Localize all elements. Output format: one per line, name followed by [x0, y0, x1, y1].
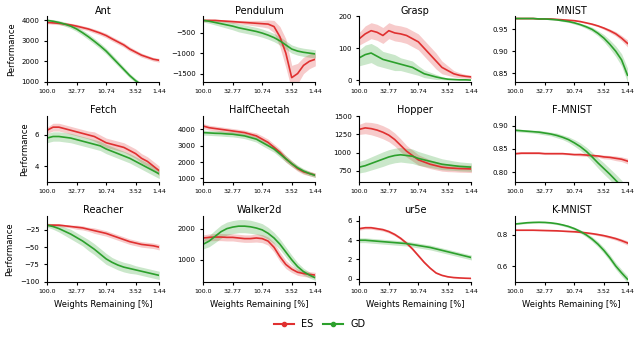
X-axis label: Weights Remaining [%]: Weights Remaining [%] [54, 300, 152, 309]
X-axis label: Weights Remaining [%]: Weights Remaining [%] [210, 300, 308, 309]
Title: ur5e: ur5e [404, 206, 427, 215]
Title: K-MNIST: K-MNIST [552, 206, 591, 215]
X-axis label: Weights Remaining [%]: Weights Remaining [%] [366, 300, 465, 309]
Title: Ant: Ant [95, 5, 111, 16]
Title: F-MNIST: F-MNIST [552, 105, 591, 116]
Title: Reacher: Reacher [83, 206, 124, 215]
Y-axis label: Performance: Performance [7, 22, 16, 76]
Title: Walker2d: Walker2d [237, 206, 282, 215]
Title: HalfCheetah: HalfCheetah [229, 105, 289, 116]
Title: MNIST: MNIST [556, 5, 587, 16]
Y-axis label: Performance: Performance [20, 122, 29, 176]
X-axis label: Weights Remaining [%]: Weights Remaining [%] [522, 300, 621, 309]
Title: Hopper: Hopper [397, 105, 433, 116]
Title: Fetch: Fetch [90, 105, 116, 116]
Legend: ES, GD: ES, GD [270, 315, 370, 333]
Title: Pendulum: Pendulum [235, 5, 284, 16]
Title: Grasp: Grasp [401, 5, 430, 16]
Y-axis label: Performance: Performance [6, 222, 15, 276]
